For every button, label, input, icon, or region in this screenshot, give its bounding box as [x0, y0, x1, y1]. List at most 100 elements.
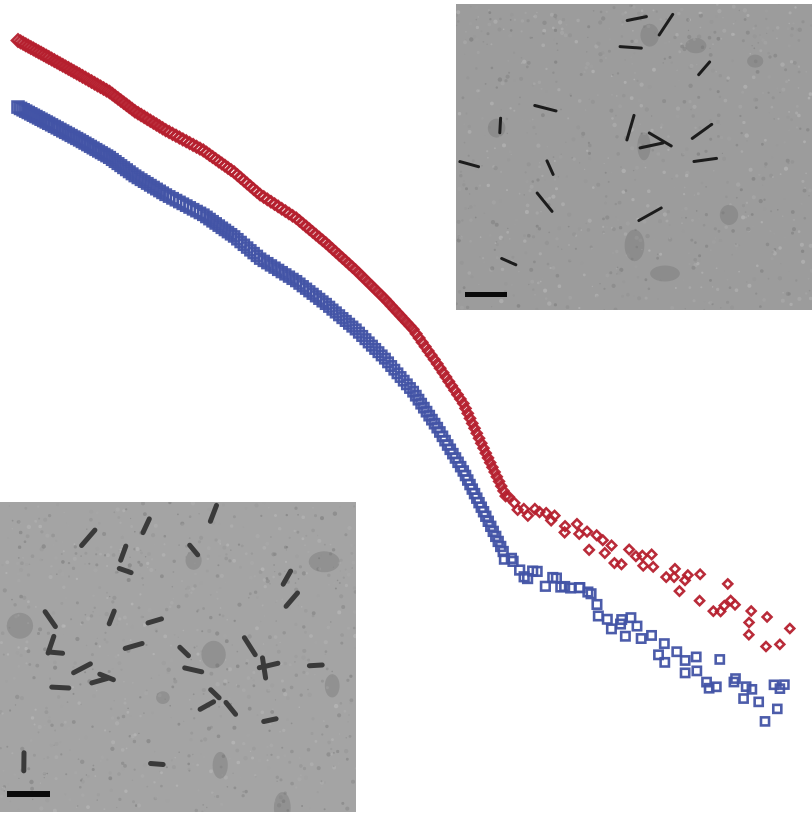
tem-inset-bottom [0, 502, 356, 812]
data-point [490, 470, 504, 484]
data-point [759, 640, 773, 653]
data-point [539, 580, 551, 592]
data-point [479, 446, 493, 460]
scale-bar [7, 791, 50, 797]
nanorod [118, 543, 129, 563]
nanorod [625, 15, 648, 22]
data-point [773, 638, 787, 651]
nanorod [197, 699, 217, 712]
nanorod [283, 590, 300, 609]
data-point [636, 559, 650, 573]
data-point [717, 599, 731, 612]
nanorod [647, 131, 673, 148]
data-point [693, 594, 706, 608]
nanorod [618, 45, 643, 50]
data-point [653, 649, 664, 661]
nanorod [145, 616, 164, 626]
data-point [622, 543, 636, 556]
data-point [505, 552, 518, 565]
data-point [721, 577, 735, 591]
data-point [771, 703, 783, 715]
data-point [605, 623, 617, 635]
data-point [605, 539, 619, 552]
nanorod [42, 609, 58, 630]
data-point [710, 681, 722, 693]
data-point [742, 628, 756, 641]
nanorod [241, 635, 258, 658]
data-point [625, 612, 637, 624]
nanorod [256, 660, 281, 671]
data-point [580, 525, 594, 539]
data-point [760, 610, 774, 624]
data-point [465, 416, 480, 431]
nanorod [458, 160, 480, 169]
nanorod [49, 684, 72, 691]
data-point [559, 580, 571, 593]
data-point [679, 667, 691, 679]
nanorod [545, 159, 555, 176]
data-point [352, 326, 365, 339]
data-point [585, 588, 597, 600]
nanorod [306, 662, 325, 669]
nanorod [106, 608, 117, 627]
data-point [742, 616, 756, 629]
data-point [671, 646, 683, 658]
nanorod [207, 502, 219, 524]
nanorod [148, 761, 166, 767]
data-point [565, 582, 577, 594]
data-point [472, 431, 486, 445]
nanorod [97, 671, 116, 683]
data-point [659, 656, 671, 668]
data-point [667, 570, 681, 584]
data-point [701, 676, 712, 688]
data-point [375, 349, 388, 362]
nanorod [71, 661, 93, 676]
data-point [531, 565, 543, 578]
nanorod [690, 122, 714, 140]
data-point [740, 681, 752, 693]
nanorod [177, 644, 191, 659]
data-point [596, 533, 610, 547]
data-point [691, 665, 703, 677]
nanorod [500, 257, 518, 267]
data-point [362, 336, 375, 349]
data-point [483, 455, 497, 470]
data-point [346, 320, 359, 333]
data-point [614, 557, 628, 571]
nanorod [79, 527, 98, 548]
nanorod [625, 113, 636, 142]
data-point [558, 525, 572, 539]
data-point [631, 620, 643, 632]
data-point [548, 509, 562, 523]
data-point [456, 396, 471, 411]
data-point [619, 630, 631, 642]
data-point [646, 629, 657, 641]
data-point [601, 613, 613, 625]
data-point [598, 546, 612, 560]
data-point [635, 633, 647, 644]
data-point [658, 638, 670, 650]
series-diamond [10, 32, 797, 653]
nanorod [697, 60, 712, 77]
scale-bar [465, 292, 507, 297]
data-point [356, 329, 369, 342]
nanorod [47, 649, 66, 656]
tem-inset-top [456, 4, 812, 310]
data-point [570, 517, 584, 531]
tem-micrograph-bottom [0, 502, 356, 812]
tem-micrograph-top [456, 4, 812, 310]
data-point [487, 465, 502, 479]
nanorod [223, 700, 239, 717]
data-point [679, 655, 691, 666]
nanorod [498, 116, 503, 135]
nanorod [657, 12, 675, 37]
data-point [693, 567, 707, 581]
nanorod [638, 141, 665, 150]
data-point [779, 679, 790, 690]
nanorod [533, 104, 558, 113]
series-layer [10, 32, 797, 727]
data-point [507, 555, 519, 567]
data-point [494, 479, 508, 493]
